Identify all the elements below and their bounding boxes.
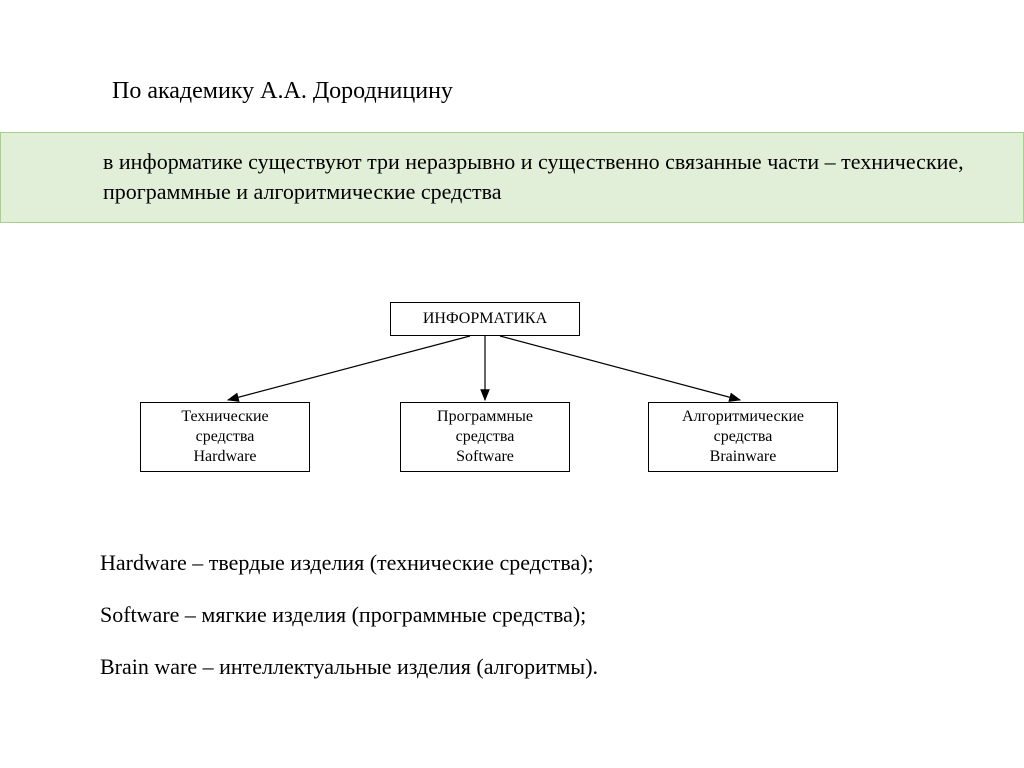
definitions-list: Hardware – твердые изделия (технические … (100, 550, 598, 706)
child-line: Программные (437, 407, 533, 427)
root-label: ИНФОРМАТИКА (423, 309, 547, 329)
arrow-to-hardware (228, 336, 470, 400)
child-line: Алгоритмические (682, 407, 804, 427)
definition-software: Software – мягкие изделия (программные с… (100, 602, 598, 628)
arrow-to-brainware (500, 336, 740, 400)
root-node: ИНФОРМАТИКА (390, 302, 580, 336)
child-line: средства (714, 427, 773, 447)
tree-diagram: ИНФОРМАТИКА Технические средства Hardwar… (100, 292, 860, 502)
definition-text: в информатике существуют три неразрывно … (103, 149, 964, 204)
page-heading: По академику А.А. Дородницину (112, 78, 453, 105)
child-line: средства (456, 427, 515, 447)
child-node-software: Программные средства Software (400, 402, 570, 472)
child-node-hardware: Технические средства Hardware (140, 402, 310, 472)
child-line: Технические (181, 407, 268, 427)
child-line: Hardware (193, 447, 256, 467)
definition-box: в информатике существуют три неразрывно … (0, 132, 1024, 223)
child-line: Brainware (710, 447, 777, 467)
definition-brainware: Brain ware – интеллектуальные изделия (а… (100, 654, 598, 680)
child-node-brainware: Алгоритмические средства Brainware (648, 402, 838, 472)
child-line: средства (196, 427, 255, 447)
definition-hardware: Hardware – твердые изделия (технические … (100, 550, 598, 576)
child-line: Software (456, 447, 514, 467)
